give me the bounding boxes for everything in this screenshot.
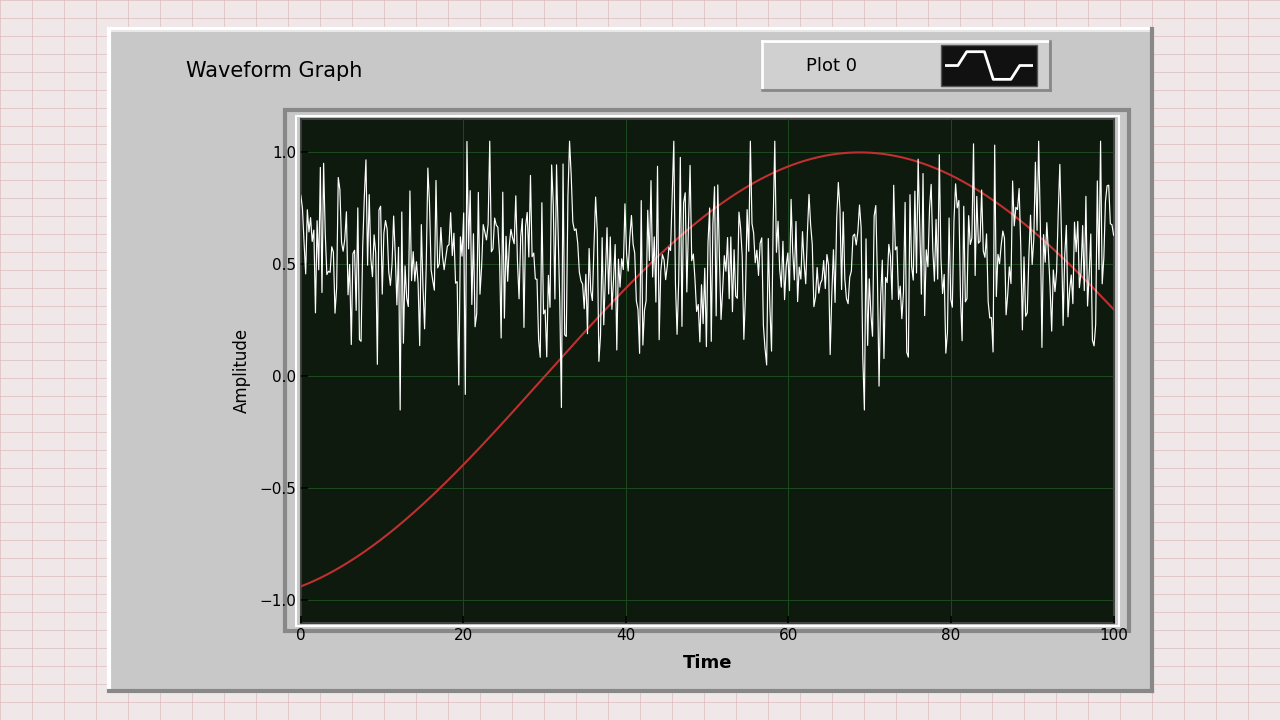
Text: Waveform Graph: Waveform Graph: [186, 61, 362, 81]
Y-axis label: Amplitude: Amplitude: [233, 328, 251, 413]
Text: Plot 0: Plot 0: [806, 56, 858, 74]
X-axis label: Time: Time: [682, 654, 732, 672]
